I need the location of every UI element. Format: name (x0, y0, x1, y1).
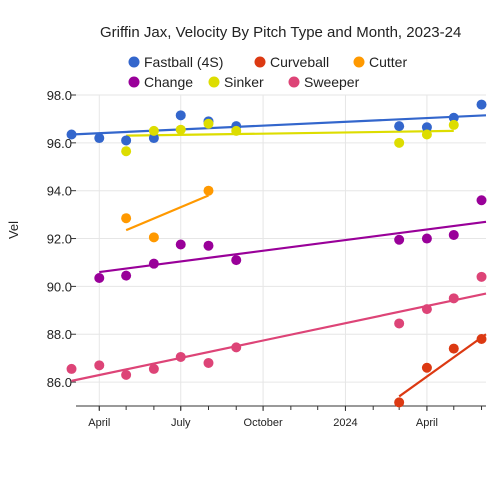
x-tick-label: April (416, 417, 438, 429)
point-sweeper (394, 318, 405, 329)
point-fastball-4s (175, 110, 186, 121)
point-sweeper (66, 363, 77, 374)
point-sweeper (231, 342, 242, 353)
point-sweeper (203, 357, 214, 368)
point-change (476, 195, 487, 206)
point-sweeper (121, 369, 132, 380)
point-cutter (148, 232, 159, 243)
y-tick-label: 98.0 (47, 88, 72, 103)
point-curveball (421, 362, 432, 373)
point-change (203, 240, 214, 251)
point-change (231, 255, 242, 266)
point-fastball-4s (148, 133, 159, 144)
plot-area: 98.0 96.0 94.0 92.0 90.0 88.0 86.0 April July Oct… (47, 88, 487, 429)
legend-label-fastball: Fastball (4S) (144, 54, 223, 70)
point-cutter (121, 213, 132, 224)
legend-marker-fastball (128, 56, 140, 68)
point-curveball (476, 334, 487, 345)
point-sinker (231, 125, 242, 136)
point-sinker (148, 125, 159, 136)
y-tick-label: 90.0 (47, 279, 72, 294)
y-tick-label: 94.0 (47, 184, 72, 199)
legend-marker-sweeper (288, 76, 300, 88)
point-fastball-4s (394, 121, 405, 132)
point-change (94, 273, 105, 284)
trendline-sinker (126, 129, 454, 137)
chart-legend: Fastball (4S) Curveball Cutter Change Si… (128, 54, 407, 90)
y-tick-label: 92.0 (47, 232, 72, 247)
point-sinker (448, 119, 459, 130)
y-tick-label: 96.0 (47, 136, 72, 151)
point-sweeper (175, 351, 186, 362)
point-sweeper (421, 304, 432, 315)
trendline-cutter (125, 194, 209, 232)
legend-marker-cutter (353, 56, 365, 68)
trendline-curveball (398, 333, 487, 398)
trendline-fastball-4s (71, 114, 487, 136)
chart-title: Griffin Jax, Velocity By Pitch Type and … (100, 24, 461, 41)
point-change (148, 258, 159, 269)
point-curveball (448, 343, 459, 354)
y-axis-label: Vel (6, 221, 21, 239)
point-sweeper (94, 360, 105, 371)
point-fastball-4s (421, 122, 432, 133)
point-change (175, 239, 186, 250)
point-sinker (203, 118, 214, 129)
legend-marker-sinker (208, 76, 220, 88)
point-fastball-4s (448, 112, 459, 123)
point-sweeper (448, 293, 459, 304)
point-fastball-4s (66, 129, 77, 140)
point-sinker (175, 124, 186, 135)
point-fastball-4s (94, 133, 105, 144)
point-sweeper (476, 271, 487, 282)
x-tick-label: July (171, 417, 191, 429)
point-sinker (421, 129, 432, 140)
legend-label-sweeper: Sweeper (304, 74, 360, 90)
trendline-sweeper (71, 292, 487, 382)
point-fastball-4s (121, 135, 132, 146)
y-tick-label: 86.0 (47, 375, 72, 390)
legend-marker-change (128, 76, 140, 88)
point-change (121, 270, 132, 281)
point-change (394, 234, 405, 245)
legend-label-cutter: Cutter (369, 54, 407, 70)
legend-label-change: Change (144, 74, 193, 90)
point-change (421, 233, 432, 244)
legend-marker-curveball (254, 56, 266, 68)
point-change (448, 229, 459, 240)
x-tick-label: 2024 (333, 417, 357, 429)
x-tick-label: October (244, 417, 283, 429)
point-fastball-4s (476, 99, 487, 110)
legend-label-sinker: Sinker (224, 74, 264, 90)
trendline-change (99, 220, 487, 274)
point-sweeper (148, 363, 159, 374)
legend-label-curveball: Curveball (270, 54, 329, 70)
x-tick-label: April (88, 417, 110, 429)
point-sinker (394, 137, 405, 148)
point-sinker (121, 146, 132, 157)
point-cutter (203, 185, 214, 196)
point-curveball (394, 397, 405, 408)
y-tick-label: 88.0 (47, 327, 72, 342)
